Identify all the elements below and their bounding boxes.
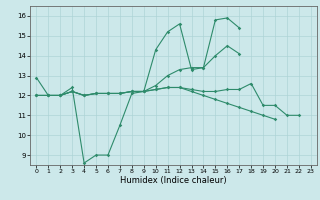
X-axis label: Humidex (Indice chaleur): Humidex (Indice chaleur)	[120, 176, 227, 185]
